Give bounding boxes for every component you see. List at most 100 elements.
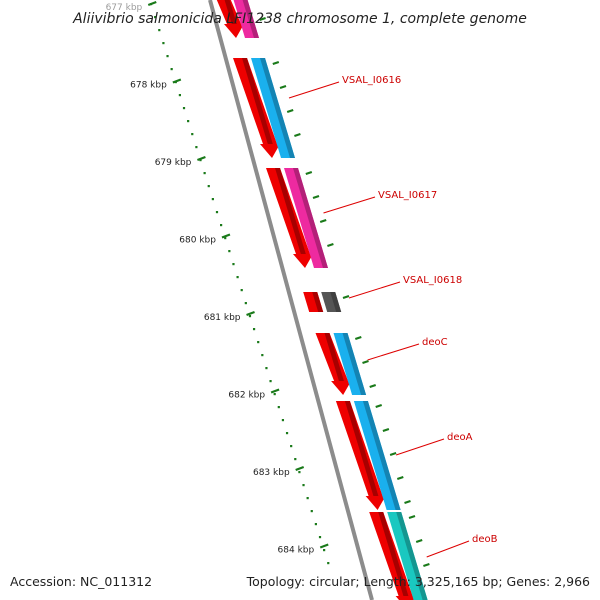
minor-tick (166, 55, 169, 58)
minor-tick (182, 107, 186, 110)
minor-tick (261, 354, 264, 357)
gene-track (213, 0, 430, 600)
minor-tick (277, 406, 280, 409)
strand-tick (362, 359, 369, 365)
gene-feature[interactable] (315, 333, 377, 395)
major-tick (147, 0, 157, 7)
gene-label[interactable]: deoA (447, 432, 473, 443)
strand-tick (396, 475, 404, 481)
minor-tick (158, 29, 161, 32)
minor-tick (220, 224, 223, 227)
tick-label: 678 kbp (130, 81, 167, 91)
tick-label: 679 kbp (155, 158, 192, 168)
genome-title: Aliivibrio salmonicida LFI1238 chromosom… (72, 11, 527, 27)
strand-tick (327, 242, 334, 248)
strand-arrow-shadow (224, 0, 237, 24)
minor-tick (248, 315, 252, 318)
minor-tick (298, 471, 301, 474)
minor-tick (187, 120, 190, 123)
minor-tick (310, 510, 313, 513)
strand-tick (415, 538, 423, 544)
gene-label[interactable]: deoB (472, 534, 498, 545)
accession-text: Accession: NC_011312 (10, 574, 152, 589)
gene-label-leader (367, 343, 420, 361)
strand-tick (375, 403, 383, 409)
gene-feature[interactable] (266, 168, 334, 268)
strand-tick (312, 194, 320, 200)
major-tick (197, 155, 206, 162)
strand-arrow-shadow (275, 168, 306, 254)
minor-tick (265, 367, 268, 370)
tick-label: 683 kbp (253, 468, 290, 478)
strand-tick (294, 132, 301, 138)
minor-tick (281, 419, 285, 422)
gene-label-leader (426, 540, 470, 558)
strand-arrow-shadow (242, 58, 273, 144)
strand-tick (342, 294, 350, 300)
gene-label-leader (323, 196, 376, 214)
gene-label[interactable]: VSAL_I0617 (378, 190, 437, 201)
strand-tick (382, 427, 390, 433)
genome-summary-text: Topology: circular; Length: 3,325,165 bp… (246, 574, 590, 589)
minor-tick (285, 432, 289, 435)
gene-feature[interactable] (233, 58, 301, 158)
strand-arrow-shadow (378, 512, 409, 596)
gene-feature[interactable] (303, 292, 350, 312)
gene-label-leader (288, 81, 340, 99)
minor-tick (323, 549, 326, 552)
minor-tick (170, 68, 173, 71)
feature-bar-shadow (293, 168, 328, 268)
major-tick (270, 388, 280, 394)
minor-tick (154, 16, 157, 19)
strand-tick (423, 562, 430, 568)
minor-tick (257, 341, 260, 344)
minor-tick (318, 536, 322, 539)
gene-label-track: VSAL_I0616 VSAL_I0617 VSAL_I0618 deoC deoA de… (288, 75, 498, 558)
strand-arrow-shadow (324, 333, 344, 381)
gene-label-leader (348, 281, 401, 299)
feature-bar-shadow (260, 58, 295, 158)
strand-tick (279, 84, 287, 90)
strand-tick (369, 383, 377, 389)
gene-feature[interactable] (335, 401, 411, 510)
strand-tick (354, 335, 362, 341)
minor-tick (236, 276, 239, 279)
minor-tick (199, 159, 202, 162)
gene-feature[interactable] (213, 0, 266, 38)
strand-tick (305, 170, 313, 176)
minor-tick (269, 380, 272, 383)
strand-arrow-shadow (312, 292, 324, 312)
gene-feature[interactable] (369, 512, 430, 600)
minor-tick (244, 302, 247, 305)
strand-arrow-shadow (344, 401, 379, 496)
minor-tick (224, 237, 227, 240)
strand-tick (404, 499, 411, 505)
tick-track: 677 kbp 678 kbp 679 kbp 680 kbp 681 kbp 682 k… (106, 0, 330, 565)
minor-tick (290, 445, 293, 448)
gene-label[interactable]: VSAL_I0618 (403, 275, 462, 286)
feature-bar-shadow (396, 512, 428, 600)
feature-bar-shadow (242, 0, 259, 38)
tick-label: 682 kbp (228, 391, 265, 401)
gene-label[interactable]: VSAL_I0616 (342, 75, 401, 86)
gene-label[interactable]: deoC (422, 337, 448, 348)
minor-tick (191, 133, 194, 136)
tick-label: 684 kbp (278, 546, 315, 556)
minor-tick (273, 393, 276, 396)
major-tick (221, 233, 231, 239)
major-tick (172, 78, 182, 84)
major-tick (319, 543, 329, 549)
minor-tick (327, 562, 330, 565)
tick-label: 680 kbp (179, 236, 216, 246)
minor-tick (215, 211, 219, 214)
minor-tick (232, 263, 235, 266)
feature-bar-shadow (342, 333, 367, 395)
minor-tick (252, 328, 256, 331)
minor-tick (162, 42, 165, 45)
strand-tick (408, 514, 416, 520)
backbone-track (208, 0, 374, 600)
strand-tick (259, 16, 266, 22)
minor-tick (240, 289, 243, 292)
backbone-line (208, 0, 374, 600)
